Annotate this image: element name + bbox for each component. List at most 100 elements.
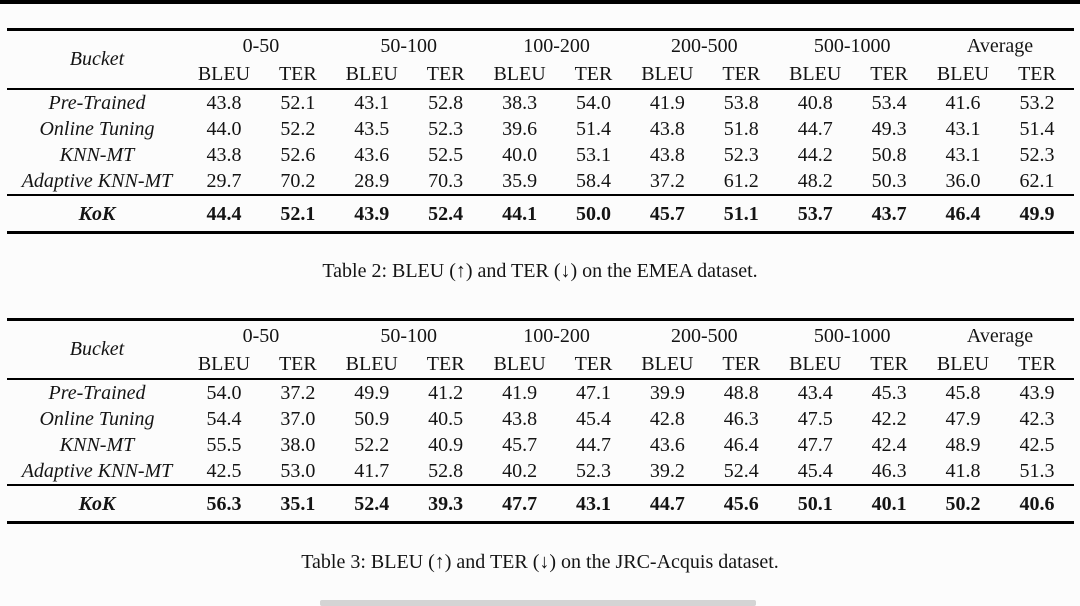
value-cell: 50.2	[945, 492, 981, 515]
subcolumn-header: TER	[1018, 352, 1056, 375]
subcolumn-header: TER	[278, 62, 317, 85]
column-group-header: 500-1000	[813, 35, 891, 57]
table-row: Adaptive KNN-MT 42.5 53.0 41.7 52.8 40.2 52.3 3…	[7, 458, 1074, 485]
value-cell: 43.8	[502, 408, 538, 430]
value-cell: 43.8	[649, 144, 685, 166]
value-cell: 40.1	[871, 492, 907, 515]
value-cell: 70.2	[280, 170, 316, 192]
subcolumn-header: BLEU	[197, 62, 251, 85]
value-cell: 43.5	[354, 118, 390, 140]
value-cell: 54.4	[206, 408, 242, 430]
value-cell: 51.3	[1019, 460, 1055, 482]
value-cell: 44.2	[797, 144, 833, 166]
value-cell: 45.4	[575, 408, 611, 430]
jrc-table-header: Bucket 0-50 50-100 100-200 200-500 500-1000 Av…	[7, 320, 1074, 379]
value-cell: 50.8	[871, 144, 907, 166]
value-cell: 41.2	[428, 382, 464, 404]
column-group-header: 200-500	[671, 325, 738, 347]
value-cell: 52.1	[280, 202, 316, 225]
subcolumn-header: BLEU	[936, 352, 990, 375]
table-row: Pre-Trained 54.0 37.2 49.9 41.2 41.9 47.1 39.9 4…	[7, 379, 1074, 406]
value-cell: 47.7	[502, 492, 538, 515]
column-group-header: 100-200	[523, 35, 590, 57]
value-cell: 43.8	[649, 118, 685, 140]
value-cell: 49.9	[354, 382, 390, 404]
value-cell: 43.9	[1019, 382, 1055, 404]
value-cell: 45.6	[723, 492, 759, 515]
table-row: Pre-Trained 43.8 52.1 43.1 52.8 38.3 54.0 41.9 5…	[7, 89, 1074, 116]
row-label: KNN-MT	[59, 434, 135, 456]
value-cell: 42.5	[206, 460, 242, 482]
value-cell: 43.1	[945, 144, 981, 166]
value-cell: 52.8	[428, 92, 464, 114]
value-cell: 52.4	[723, 460, 759, 482]
value-cell: 47.1	[575, 382, 611, 404]
value-cell: 52.5	[428, 144, 464, 166]
value-cell: 37.0	[280, 408, 316, 430]
value-cell: 51.4	[575, 118, 611, 140]
value-cell: 41.9	[649, 92, 685, 114]
subcolumn-header: BLEU	[493, 352, 546, 375]
subcolumn-header: TER	[426, 62, 465, 85]
value-cell: 53.7	[797, 202, 833, 225]
value-cell: 55.5	[206, 434, 242, 456]
value-cell: 45.3	[871, 382, 907, 404]
value-cell: 28.9	[354, 170, 390, 192]
value-cell: 43.9	[354, 202, 390, 225]
column-group-header: Average	[966, 35, 1034, 57]
subcolumn-header: TER	[870, 352, 908, 375]
row-label: KoK	[78, 202, 116, 225]
value-cell: 49.9	[1019, 202, 1055, 225]
value-cell: 52.2	[280, 118, 316, 140]
value-cell: 50.3	[871, 170, 907, 192]
emea-table-header: Bucket 0-50 50-100 100-200 200-500 500-1000 Av…	[7, 30, 1074, 89]
value-cell: 52.4	[428, 202, 464, 225]
subcolumn-header: TER	[1018, 62, 1056, 85]
row-label: Adaptive KNN-MT	[21, 170, 173, 192]
value-cell: 46.4	[945, 202, 981, 225]
subcolumn-header: TER	[426, 352, 465, 375]
value-cell: 61.2	[723, 170, 759, 192]
value-cell: 43.1	[945, 118, 981, 140]
value-cell: 50.0	[575, 202, 611, 225]
value-cell: 35.9	[502, 170, 538, 192]
column-group-header: Average	[966, 325, 1034, 347]
value-cell: 51.4	[1019, 118, 1055, 140]
value-cell: 45.7	[502, 434, 538, 456]
jrc-acquis-results-table: Bucket 0-50 50-100 100-200 200-500 500-1000 Av…	[7, 318, 1074, 524]
table-row: KNN-MT 43.8 52.6 43.6 52.5 40.0 53.1 43.8 52.3 44…	[7, 142, 1074, 168]
value-cell: 44.7	[575, 434, 611, 456]
value-cell: 37.2	[649, 170, 685, 192]
header-group-row: Bucket 0-50 50-100 100-200 200-500 500-1000 Av…	[7, 30, 1074, 70]
value-cell: 43.1	[354, 92, 390, 114]
header-group-row: Bucket 0-50 50-100 100-200 200-500 500-1000 Av…	[7, 320, 1074, 360]
value-cell: 50.9	[354, 408, 390, 430]
column-group-header: 200-500	[671, 35, 738, 57]
value-cell: 42.8	[649, 408, 685, 430]
value-cell: 40.5	[428, 408, 464, 430]
subcolumn-header: BLEU	[789, 352, 842, 375]
value-cell: 46.3	[871, 460, 907, 482]
value-cell: 52.1	[280, 92, 316, 114]
value-cell: 38.0	[280, 434, 316, 456]
value-cell: 47.5	[797, 408, 833, 430]
value-cell: 52.3	[428, 118, 464, 140]
value-cell: 42.2	[871, 408, 907, 430]
header-subcolumn-row: BLEU TER BLEU TER BLEU TER BLEU TER BLEU TER BLEU T…	[7, 349, 1074, 379]
value-cell: 40.9	[428, 434, 464, 456]
value-cell: 44.1	[502, 202, 538, 225]
value-cell: 56.3	[206, 492, 242, 515]
subcolumn-header: BLEU	[641, 352, 694, 375]
value-cell: 50.1	[797, 492, 833, 515]
bottom-artifact-bar	[320, 600, 756, 606]
subcolumn-header: TER	[870, 62, 908, 85]
column-group-header: 50-100	[380, 325, 438, 347]
value-cell: 43.8	[206, 144, 242, 166]
value-cell: 52.3	[723, 144, 759, 166]
row-label: Online Tuning	[39, 118, 155, 140]
subcolumn-header: TER	[278, 352, 317, 375]
value-cell: 51.1	[723, 202, 759, 225]
value-cell: 48.9	[945, 434, 981, 456]
value-cell: 44.0	[206, 118, 242, 140]
value-cell: 40.0	[502, 144, 538, 166]
